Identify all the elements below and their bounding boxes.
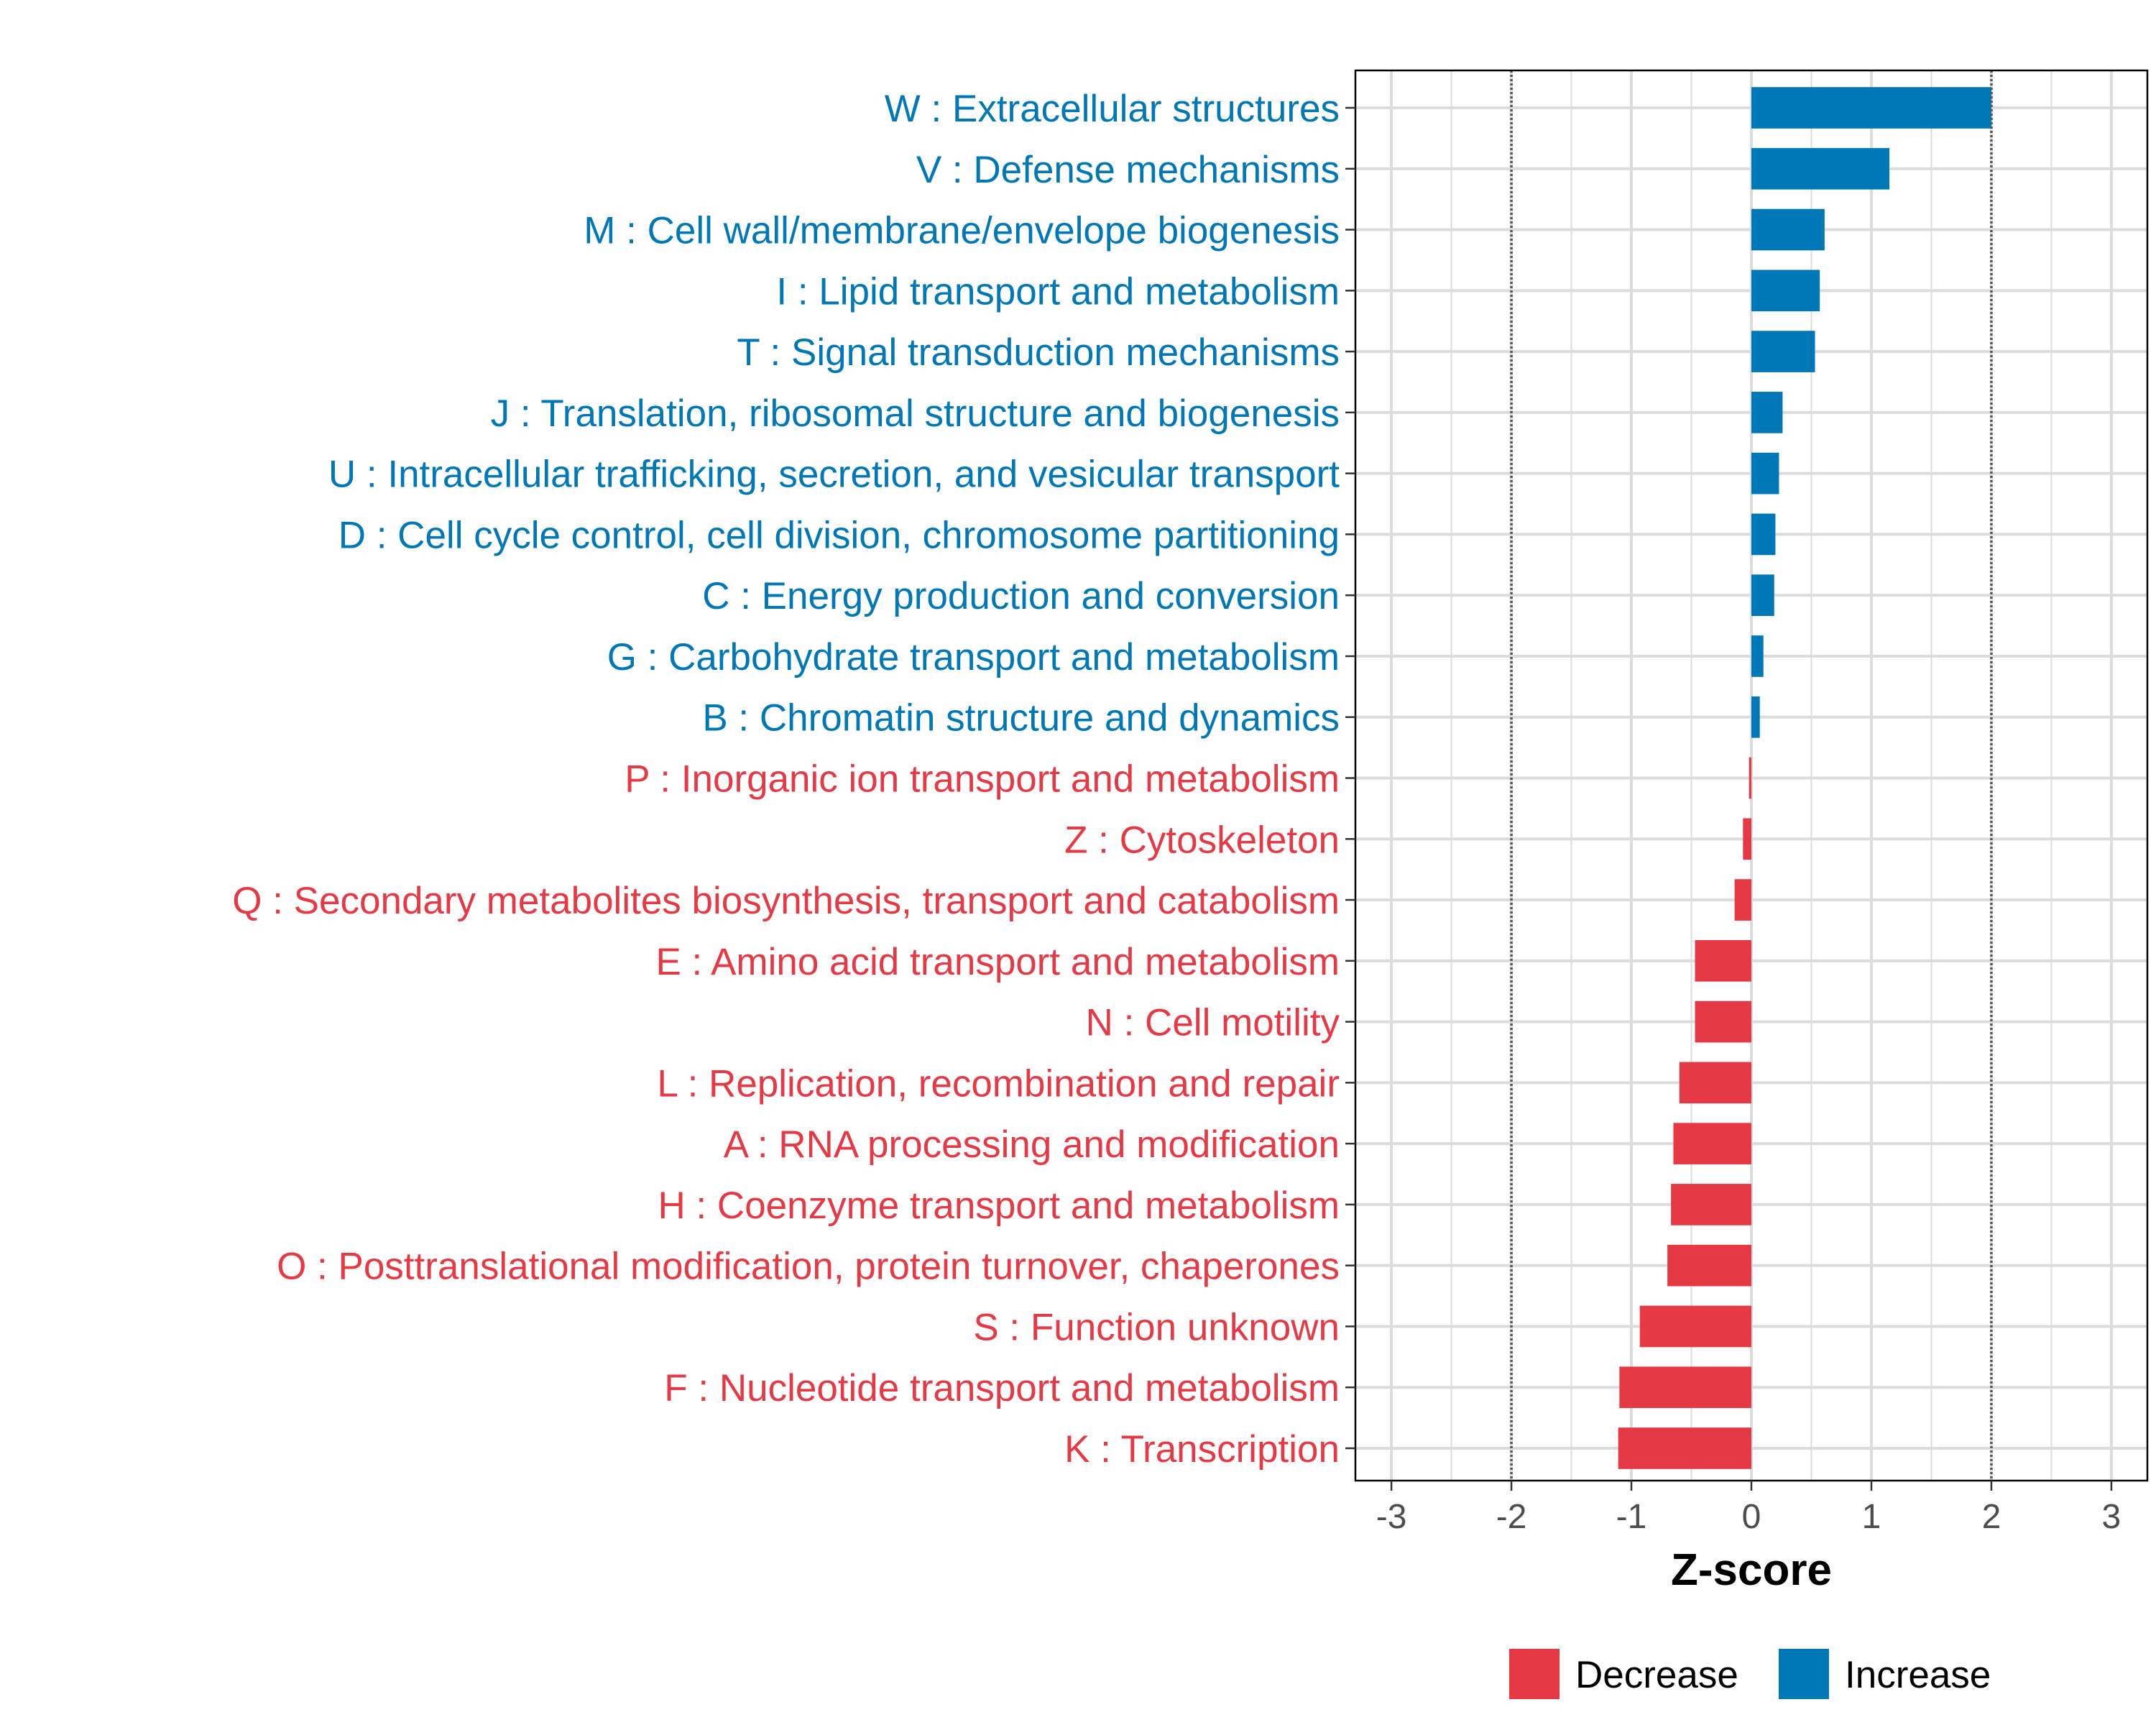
bar-d	[1751, 513, 1776, 556]
bar-t	[1751, 331, 1815, 372]
y-axis: W : Extracellular structures V : Defense …	[232, 88, 1355, 1471]
category-label: H : Coenzyme transport and metabolism	[658, 1184, 1340, 1227]
bar-m	[1751, 208, 1825, 251]
bar-p	[1749, 757, 1751, 799]
reference-lines-layer	[1510, 70, 1993, 1481]
category-label: M : Cell wall/membrane/envelope biogenes…	[584, 210, 1340, 252]
category-label: J : Translation, ribosomal structure and…	[491, 392, 1340, 435]
bar-q	[1734, 879, 1751, 921]
legend-swatch-increase	[1779, 1649, 1829, 1699]
category-label: S : Function unknown	[973, 1306, 1340, 1348]
bar-n	[1695, 1000, 1751, 1043]
x-tick-label: -2	[1496, 1498, 1527, 1536]
x-axis: -3 -2 -1 0 1 2 3	[1376, 1481, 2122, 1536]
bar-k	[1618, 1427, 1751, 1469]
category-label: D : Cell cycle control, cell division, c…	[338, 514, 1340, 556]
category-label: L : Replication, recombination and repai…	[657, 1062, 1340, 1105]
bar-w	[1751, 87, 1991, 129]
bar-j	[1751, 392, 1783, 433]
category-label: K : Transcription	[1064, 1428, 1340, 1471]
bar-f	[1619, 1366, 1751, 1409]
bar-a	[1673, 1123, 1751, 1164]
legend: Decrease Increase	[1509, 1649, 1991, 1699]
category-label: P : Inorganic ion transport and metaboli…	[625, 758, 1340, 801]
category-label: F : Nucleotide transport and metabolism	[664, 1367, 1340, 1409]
category-label: Q : Secondary metabolites biosynthesis, …	[232, 880, 1340, 922]
category-label: T : Signal transduction mechanisms	[737, 331, 1340, 374]
x-tick-label: 0	[1742, 1498, 1761, 1536]
bar-v	[1751, 147, 1890, 190]
bar-u	[1751, 452, 1779, 494]
bar-s	[1639, 1305, 1751, 1348]
legend-label-decrease: Decrease	[1575, 1654, 1738, 1696]
x-axis-title: Z-score	[1671, 1545, 1832, 1595]
legend-swatch-decrease	[1509, 1649, 1560, 1699]
category-label: W : Extracellular structures	[885, 88, 1340, 130]
bar-h	[1671, 1184, 1751, 1225]
bar-c	[1751, 574, 1774, 617]
bar-e	[1695, 939, 1751, 982]
category-label: I : Lipid transport and metabolism	[776, 270, 1340, 313]
x-tick-label: -1	[1616, 1498, 1647, 1536]
bar-z	[1743, 818, 1751, 860]
category-label: U : Intracellular trafficking, secretion…	[328, 454, 1340, 496]
x-tick-label: 1	[1862, 1498, 1881, 1536]
bar-g	[1751, 635, 1764, 677]
category-label: V : Defense mechanisms	[916, 149, 1340, 191]
category-label: G : Carbohydrate transport and metabolis…	[607, 636, 1340, 678]
category-label: N : Cell motility	[1086, 1002, 1340, 1044]
bars-layer	[1618, 87, 1991, 1469]
bar-o	[1667, 1244, 1751, 1287]
category-label: Z : Cytoskeleton	[1064, 819, 1340, 861]
category-label: A : RNA processing and modification	[724, 1123, 1340, 1166]
bar-i	[1751, 270, 1820, 312]
category-label: E : Amino acid transport and metabolism	[655, 941, 1340, 983]
x-tick-label: -3	[1376, 1498, 1407, 1536]
x-tick-label: 3	[2102, 1498, 2122, 1536]
legend-label-increase: Increase	[1845, 1654, 1991, 1696]
category-label: B : Chromatin structure and dynamics	[702, 697, 1340, 740]
x-tick-label: 2	[1982, 1498, 2001, 1536]
bar-l	[1679, 1062, 1751, 1104]
category-label: C : Energy production and conversion	[702, 575, 1340, 617]
bar-b	[1751, 696, 1760, 738]
category-label: O : Posttranslational modification, prot…	[277, 1246, 1340, 1288]
